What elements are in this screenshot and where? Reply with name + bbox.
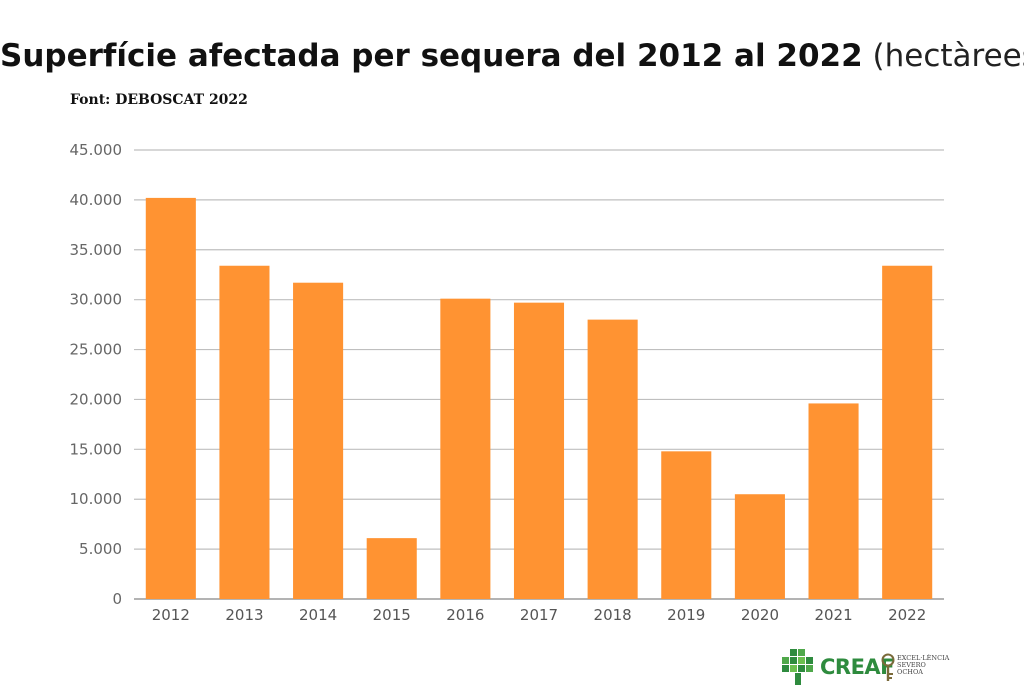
- bar-2013: [219, 265, 270, 599]
- severo-ochoa-text: EXCEL·LÈNCIA SEVERO OCHOA: [897, 654, 950, 676]
- y-tick-label: 5.000: [79, 540, 122, 558]
- x-tick-label: 2019: [667, 606, 705, 624]
- x-tick-label: 2017: [520, 606, 558, 624]
- y-tick-label: 30.000: [70, 291, 123, 309]
- chart-title: Superfície afectada per sequera del 2012…: [0, 38, 1024, 74]
- chart-title-main: Superfície afectada per sequera del 2012…: [0, 38, 863, 74]
- x-tick-label: 2018: [594, 606, 632, 624]
- bar-2016: [440, 298, 491, 599]
- chart-source: Font: DEBOSCAT 2022: [70, 92, 248, 108]
- bar-2021: [808, 403, 859, 599]
- y-tick-label: 20.000: [70, 390, 123, 408]
- logo-area: CREAF EXCEL·LÈNCIA SEVERO OCHOA: [778, 645, 949, 689]
- chart-title-unit: (hectàrees): [872, 38, 1024, 74]
- x-tick-label: 2014: [299, 606, 337, 624]
- y-tick-label: 40.000: [70, 191, 123, 209]
- y-tick-label: 0: [112, 590, 122, 608]
- bar-2012: [145, 197, 196, 600]
- bar-2020: [734, 494, 785, 599]
- y-axis-ticks: 0 5.000 10.000 15.000 20.000 25.000 30.000 35.0…: [70, 141, 123, 608]
- x-tick-label: 2022: [888, 606, 926, 624]
- creaf-tree-logo: [782, 649, 813, 685]
- x-axis-ticks: 2012 2013 2014 2015 2016 2017 2018 2019 2020 2021…: [152, 606, 927, 624]
- y-tick-label: 10.000: [70, 490, 123, 508]
- x-tick-label: 2016: [446, 606, 484, 624]
- bar-2015: [366, 538, 417, 599]
- y-tick-label: 45.000: [70, 141, 123, 159]
- y-tick-label: 25.000: [70, 341, 123, 359]
- bar-2019: [661, 451, 712, 599]
- y-tick-label: 15.000: [70, 440, 123, 458]
- x-tick-label: 2021: [814, 606, 852, 624]
- x-tick-label: 2015: [373, 606, 411, 624]
- bars: [145, 197, 933, 600]
- y-tick-label: 35.000: [70, 241, 123, 259]
- bar-2014: [293, 282, 344, 599]
- bar-2018: [587, 319, 638, 599]
- x-tick-label: 2012: [152, 606, 190, 624]
- x-tick-label: 2013: [225, 606, 263, 624]
- x-tick-label: 2020: [741, 606, 779, 624]
- severo-ochoa-icon: [881, 653, 895, 681]
- bar-2022: [882, 265, 933, 599]
- bar-2017: [513, 302, 565, 599]
